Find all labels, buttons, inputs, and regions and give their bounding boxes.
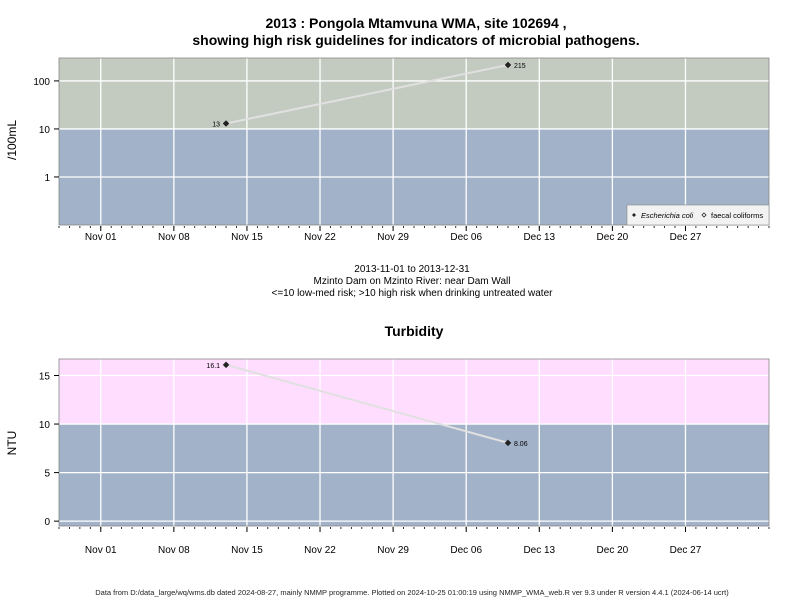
- x-tick-label: Nov 29: [377, 545, 409, 556]
- legend-box: [626, 204, 770, 226]
- x-tick-label: Dec 20: [597, 232, 629, 243]
- data-label: 8.06: [514, 441, 528, 448]
- x-tick-label: Dec 27: [670, 545, 702, 556]
- date-range-caption: 2013-11-01 to 2013-12-31: [354, 264, 470, 275]
- x-tick-label: Nov 08: [158, 232, 190, 243]
- x-tick-label: Nov 01: [85, 232, 117, 243]
- x-tick-label: Nov 15: [231, 545, 263, 556]
- y-tick-label: 100: [33, 77, 50, 88]
- data-label: 13: [212, 121, 220, 128]
- x-tick-label: Dec 06: [450, 232, 482, 243]
- high-risk-band: [59, 359, 769, 425]
- low-risk-band: [59, 424, 769, 526]
- y-axis-label: /100mL: [5, 120, 19, 160]
- legend-marker-ecoli: [632, 213, 636, 217]
- y-tick-label: 10: [39, 125, 51, 136]
- y-tick-label: 15: [39, 372, 51, 383]
- panel-title: Turbidity: [385, 323, 444, 339]
- x-tick-label: Nov 22: [304, 232, 336, 243]
- series-line: [225, 63, 509, 125]
- footer-note: Data from D:/data_large/wq/wms.db dated …: [95, 588, 729, 597]
- legend-label-ecoli: Escherichia coli: [641, 211, 693, 220]
- data-point: [222, 361, 230, 369]
- data-point: [222, 120, 230, 127]
- panel-border: [58, 358, 770, 527]
- x-tick-label: Nov 15: [231, 232, 263, 243]
- x-tick-label: Dec 20: [597, 545, 629, 556]
- y-axis-label: NTU: [5, 431, 19, 456]
- panel-border: [58, 57, 770, 226]
- legend-marker-faecal: [701, 212, 707, 218]
- x-tick-label: Dec 06: [450, 545, 482, 556]
- y-tick-label: 1: [44, 173, 50, 184]
- microbial-chart: Nov 01 Nov 08 Nov 15 Nov 22 Nov 29 Dec 06 Dec …: [5, 57, 770, 243]
- data-label: 16.1: [206, 363, 220, 370]
- chart-title-line-2: showing high risk guidelines for indicat…: [192, 32, 640, 48]
- x-tick-label: Nov 01: [85, 545, 117, 556]
- x-tick-label: Dec 13: [523, 545, 555, 556]
- turbidity-chart: Turbidity Nov 01 Nov 08 Nov 15 Nov 22 Nov 29 D…: [5, 323, 770, 556]
- x-tick-label: Dec 27: [670, 232, 702, 243]
- x-tick-label: Dec 13: [523, 232, 555, 243]
- site-caption: Mzinto Dam on Mzinto River: near Dam Wal…: [313, 276, 511, 287]
- chart-title-line-1: 2013 : Pongola Mtamvuna WMA, site 102694…: [265, 15, 567, 31]
- risk-note-caption: <=10 low-med risk; >10 high risk when dr…: [271, 288, 553, 299]
- legend-label-faecal: faecal coliforms: [711, 211, 763, 220]
- x-tick-label: Nov 08: [158, 545, 190, 556]
- data-point: [504, 61, 512, 69]
- x-tick-label: Nov 22: [304, 545, 336, 556]
- series-line: [225, 363, 509, 444]
- high-risk-band: [59, 58, 769, 129]
- y-tick-label: 5: [44, 469, 50, 480]
- x-tick-label: Nov 29: [377, 232, 409, 243]
- data-label: 215: [514, 63, 526, 70]
- data-point: [504, 439, 512, 447]
- y-tick-label: 0: [44, 517, 50, 528]
- y-tick-label: 10: [39, 420, 51, 431]
